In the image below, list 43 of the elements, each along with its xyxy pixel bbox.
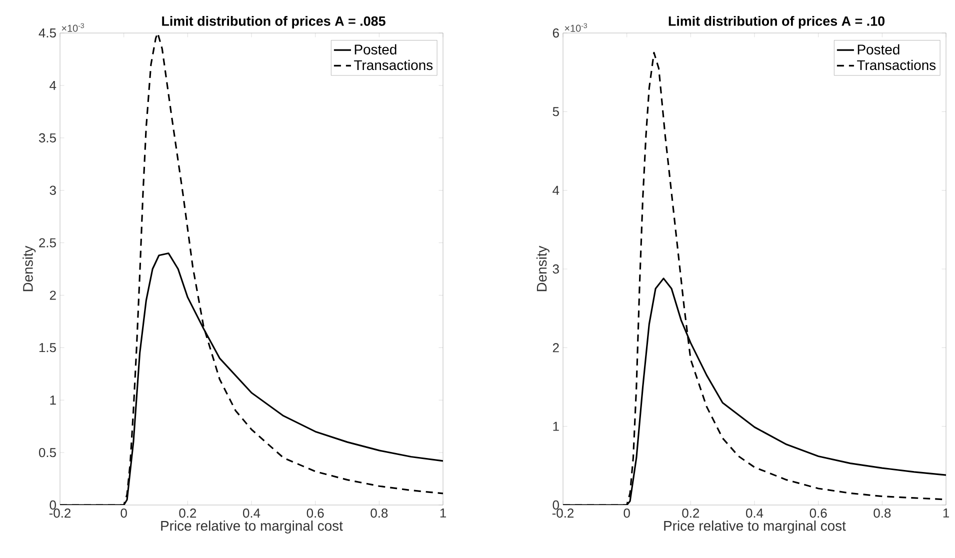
y-tick-label: 4.5 (38, 28, 56, 38)
legend-label: Transactions (354, 60, 433, 70)
x-tick-label: 0.6 (306, 508, 324, 518)
y-tick-label: 0.5 (38, 448, 56, 458)
x-tick-label: 0.2 (179, 508, 196, 518)
x-tick-label: 0.6 (810, 508, 827, 518)
legend-label: Posted (858, 44, 900, 55)
y-tick-label: 2 (552, 343, 559, 352)
y-tick-label: 4 (552, 186, 560, 195)
y-tick-label: 1.5 (39, 343, 56, 352)
x-tick-label: 0 (624, 508, 630, 518)
legend-label: Transactions (857, 60, 936, 70)
x-axis-title: Price relative to marginal cost (161, 520, 343, 534)
y-tick-label: 3.5 (38, 133, 56, 142)
x-tick-label: -0.2 (552, 508, 574, 518)
y-tick-label: 1 (50, 396, 56, 405)
y-axis-title: Density (22, 246, 36, 292)
text: ×10$^{-3}$ (564, 23, 587, 32)
x-tick-label: 0.4 (243, 508, 260, 518)
y-tick-label: 2.5 (39, 238, 56, 248)
y-tick-label: 5 (552, 107, 559, 116)
legend-label: Posted (354, 44, 396, 55)
text: ×10$^{-3}$ (62, 23, 84, 32)
y-axis-title: Density (536, 246, 550, 292)
x-axis-title: Price relative to marginal cost (664, 520, 846, 534)
x-tick-label: 1 (440, 508, 446, 518)
y-tick-label: 0 (552, 500, 559, 510)
x-tick-label: 0.4 (746, 508, 764, 518)
y-tick-label: 0 (50, 500, 56, 510)
x-tick-label: 0.8 (370, 508, 388, 518)
y-tick-label: 3 (50, 186, 56, 195)
x-tick-label: 0.8 (874, 508, 891, 518)
y-tick-label: 6 (552, 28, 559, 38)
chart-title: Limit distribution of prices A = .10 (668, 16, 885, 29)
y-tick-label: 3 (552, 264, 559, 274)
x-tick-label: 0 (120, 508, 127, 518)
y-tick-label: 1 (553, 422, 559, 431)
y-tick-label: 2 (50, 290, 56, 300)
x-tick-label: -0.2 (49, 508, 70, 518)
x-tick-label: 0.2 (682, 508, 700, 518)
x-tick-label: 1 (943, 508, 949, 518)
chart-title: Limit distribution of prices A = .085 (162, 16, 386, 29)
y-tick-label: 4 (50, 80, 56, 90)
